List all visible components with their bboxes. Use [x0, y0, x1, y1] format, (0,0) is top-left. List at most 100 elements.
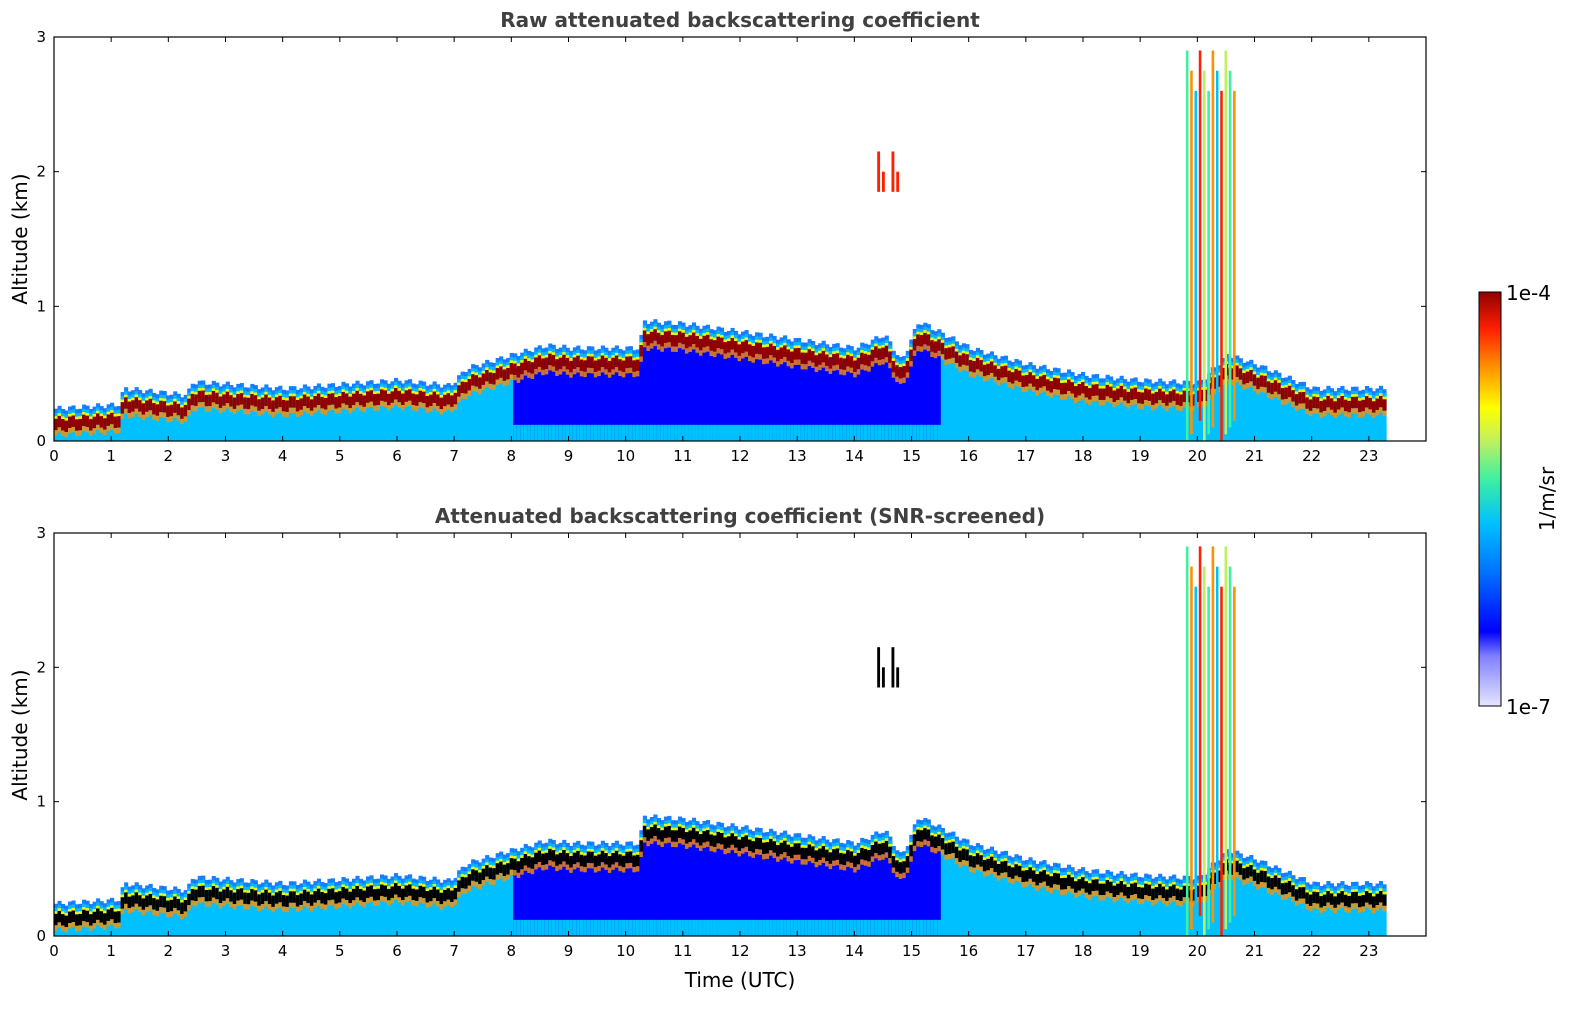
heatmap-cell — [488, 879, 493, 885]
heatmap-cell — [1168, 388, 1173, 394]
heatmap-cell — [541, 424, 546, 441]
heatmap-cell — [288, 393, 293, 399]
heatmap-cell — [162, 398, 167, 404]
heatmap-cell — [730, 919, 735, 936]
heatmap-cell — [642, 332, 647, 441]
heatmap-cell — [765, 842, 770, 854]
heatmap-cell — [1010, 878, 1016, 885]
noise-cell — [122, 37, 340, 401]
heatmap-cell — [124, 399, 129, 441]
heatmap-cell — [975, 355, 980, 360]
heatmap-cell — [376, 393, 381, 406]
heatmap-cell — [1045, 885, 1051, 892]
heatmap-cell — [443, 424, 448, 441]
heatmap-cell — [1052, 872, 1058, 885]
heatmap-cell — [1144, 919, 1149, 936]
heatmap-cell — [926, 919, 931, 936]
heatmap-cell — [702, 842, 707, 848]
heatmap-cell — [351, 395, 357, 441]
heatmap-cell — [1070, 424, 1075, 441]
heatmap-cell — [1081, 877, 1086, 889]
heatmap-cell — [432, 403, 437, 409]
heatmap-cell — [1294, 396, 1299, 441]
heatmap-cell — [1378, 393, 1384, 398]
heatmap-cell — [376, 395, 381, 441]
heatmap-cell — [937, 336, 942, 342]
heatmap-cell — [590, 353, 595, 359]
heatmap-cell — [755, 834, 760, 840]
heatmap-cell — [520, 364, 525, 441]
heatmap-cell — [481, 373, 486, 385]
heatmap-cell — [1182, 387, 1187, 393]
heatmap-cell — [327, 919, 332, 936]
heatmap-cell — [884, 345, 889, 358]
heatmap-cell — [379, 400, 385, 407]
heatmap-cell — [895, 362, 900, 368]
heatmap-cell — [464, 393, 469, 399]
heatmap-cell — [204, 919, 209, 936]
heatmap-cell — [663, 919, 669, 936]
heatmap-cell — [120, 413, 125, 419]
heatmap-cell — [1049, 424, 1054, 441]
heatmap-cell — [1270, 380, 1275, 385]
heatmap-cell — [1063, 877, 1068, 890]
heatmap-cell — [779, 424, 784, 441]
heatmap-cell — [537, 352, 542, 358]
heatmap-cell — [57, 427, 62, 433]
heatmap-cell — [881, 842, 886, 855]
heatmap-cell — [1024, 872, 1030, 936]
heatmap-cell — [1266, 381, 1271, 393]
heatmap-cell — [1315, 397, 1320, 409]
heatmap-cell — [1336, 424, 1342, 441]
heatmap-cell — [215, 394, 220, 441]
heatmap-cell — [471, 866, 476, 872]
heatmap-cell — [516, 368, 521, 441]
heatmap-cell — [863, 860, 868, 866]
heatmap-cell — [1182, 390, 1187, 403]
heatmap-cell — [267, 919, 272, 936]
heatmap-cell — [450, 397, 455, 441]
heatmap-cell — [1179, 391, 1184, 397]
heatmap-cell — [625, 919, 630, 936]
heatmap-cell — [614, 352, 619, 358]
heatmap-cell — [691, 334, 697, 441]
heatmap-cell — [947, 347, 952, 359]
heatmap-cell — [734, 838, 739, 936]
heatmap-cell — [1077, 424, 1082, 441]
x-tick-label: 19 — [1131, 447, 1150, 465]
heatmap-cell — [989, 858, 994, 936]
heatmap-cell — [558, 424, 563, 441]
heatmap-cell — [937, 919, 942, 936]
heatmap-cell — [323, 893, 329, 905]
heatmap-cell — [1116, 388, 1121, 401]
heatmap-cell — [842, 853, 847, 866]
heatmap-cell — [783, 342, 788, 348]
heatmap-cell — [246, 890, 251, 895]
heatmap-cell — [82, 921, 87, 927]
heatmap-cell — [734, 836, 739, 848]
heatmap-cell — [674, 919, 679, 936]
heatmap-cell — [930, 424, 935, 441]
heatmap-cell — [727, 836, 732, 848]
heatmap-cell — [597, 856, 602, 936]
heatmap-cell — [902, 861, 907, 873]
heatmap-cell — [485, 369, 490, 382]
heatmap-cell — [769, 424, 774, 441]
heatmap-cell — [334, 894, 339, 936]
heatmap-cell — [334, 394, 339, 400]
heatmap-cell — [239, 404, 244, 410]
heatmap-cell — [947, 349, 952, 441]
heatmap-cell — [323, 890, 329, 896]
heatmap-cell — [397, 402, 402, 408]
heatmap-cell — [814, 847, 819, 853]
heatmap-cell — [895, 376, 900, 382]
heatmap-cell — [1364, 424, 1370, 441]
heatmap-cell — [1172, 424, 1177, 441]
heatmap-cell — [232, 397, 237, 409]
heatmap-cell — [688, 346, 693, 353]
heatmap-cell — [397, 887, 402, 936]
heatmap-cell — [450, 890, 455, 902]
heatmap-cell — [495, 368, 500, 380]
heatmap-cell — [569, 362, 574, 441]
heatmap-cell — [989, 424, 994, 441]
